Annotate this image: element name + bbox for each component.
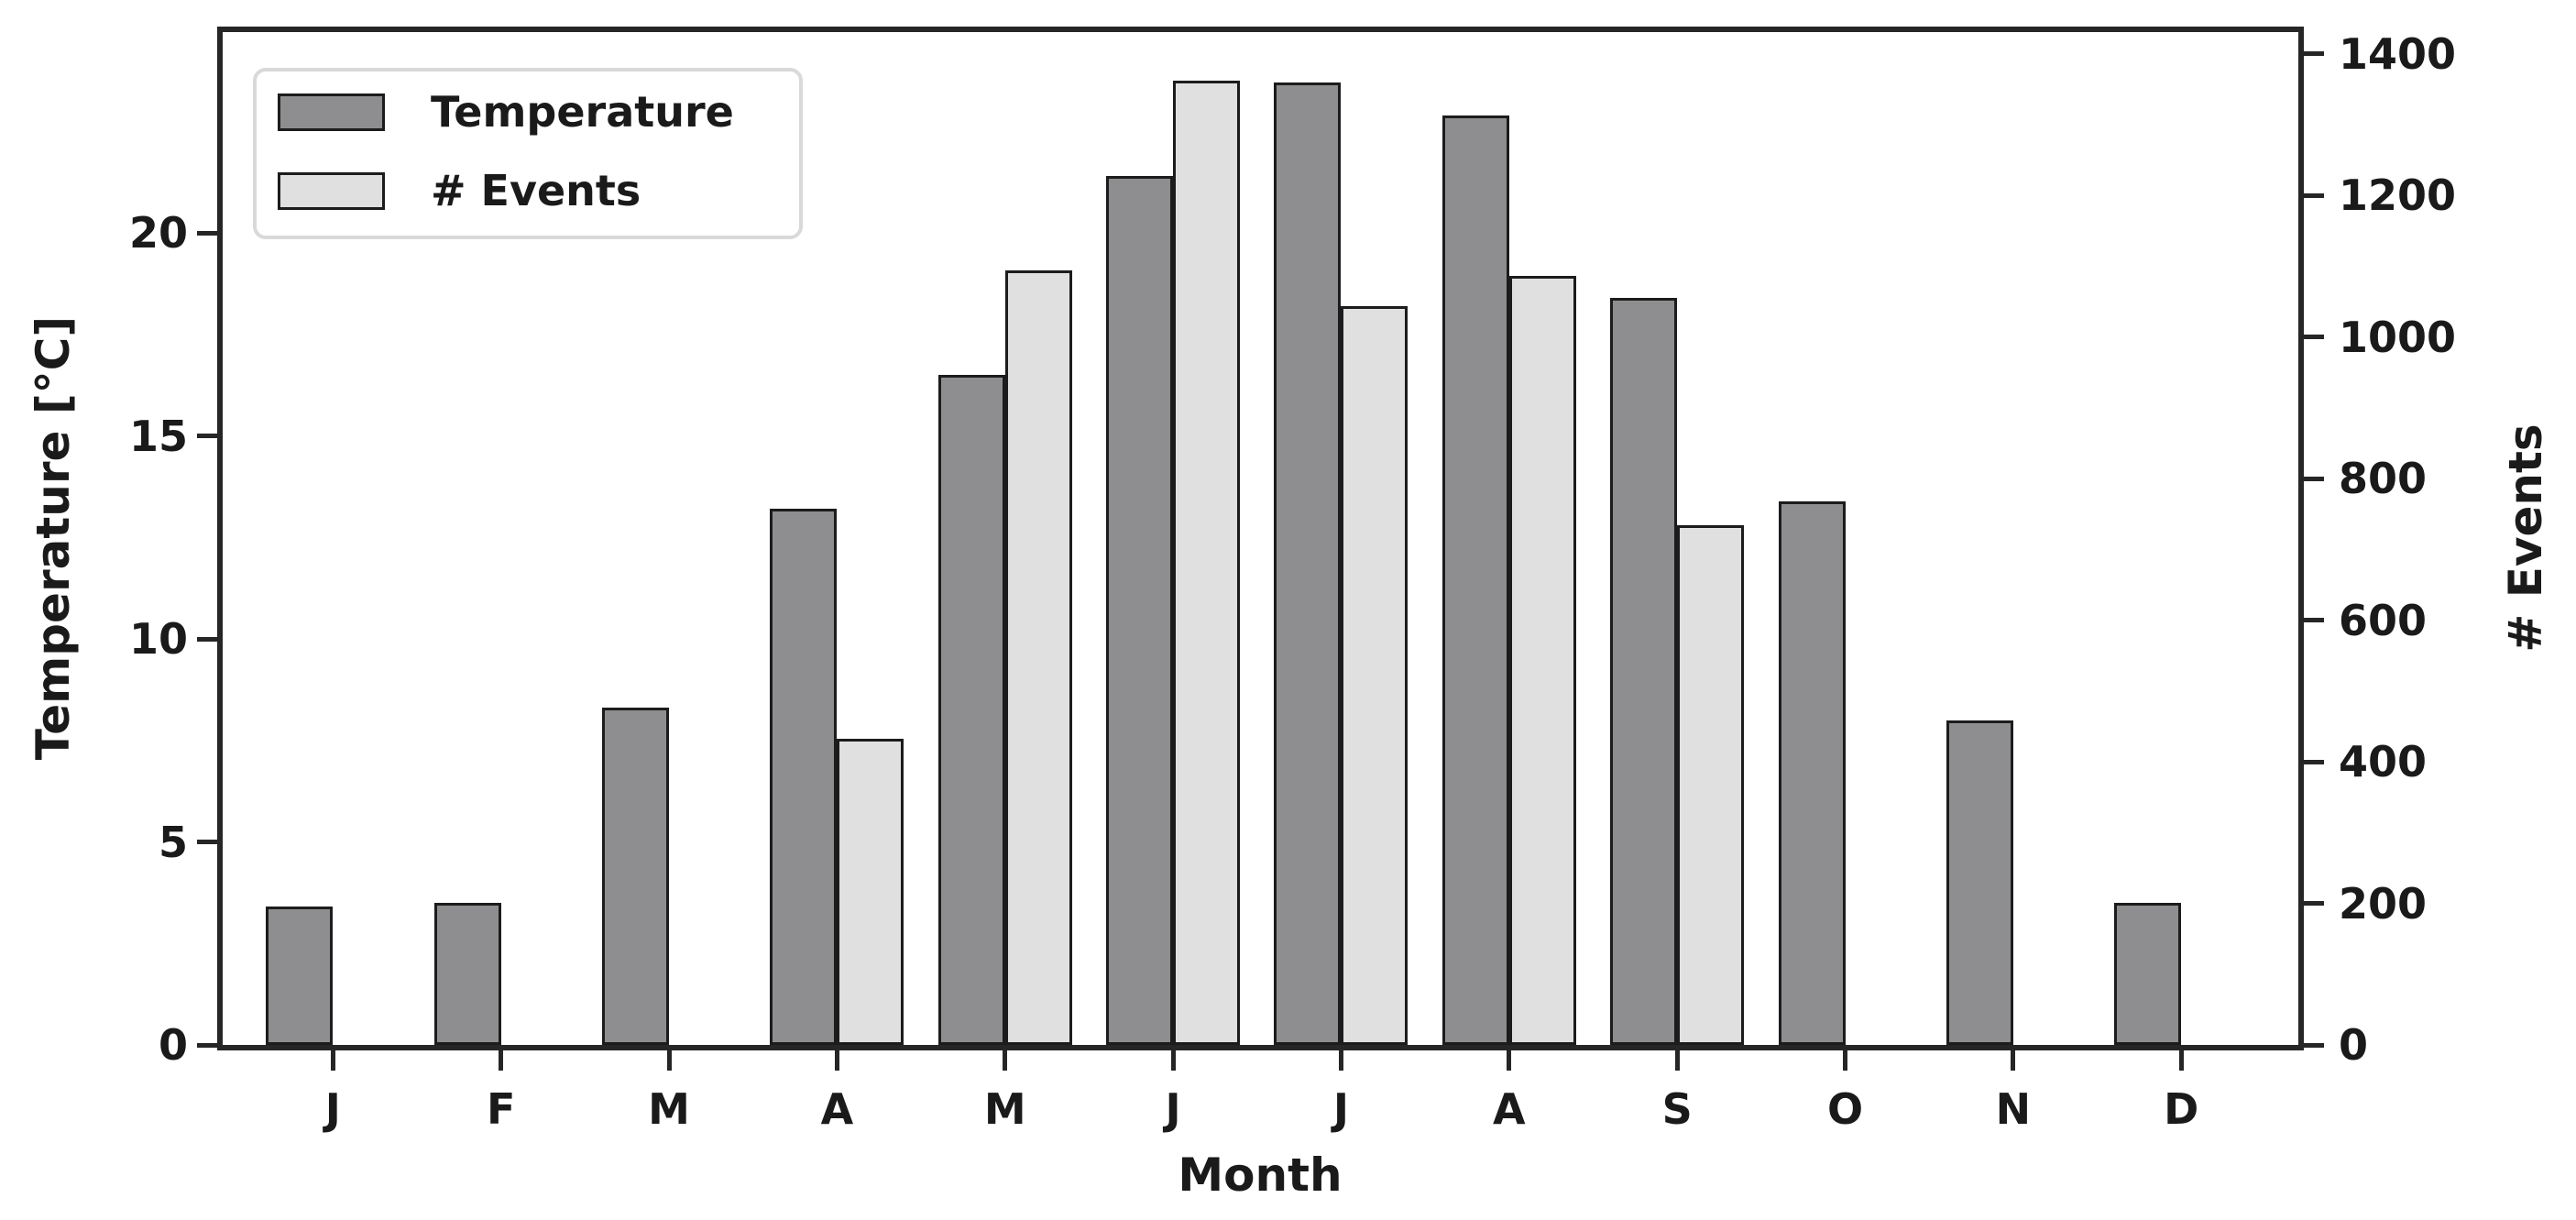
- right-tick-1200: [2304, 192, 2324, 198]
- x-tick-label-3: A: [820, 1084, 854, 1134]
- x-tick-label-4: M: [983, 1084, 1026, 1134]
- right-tick-400: [2304, 759, 2324, 764]
- x-tick-label-5: J: [1165, 1084, 1181, 1134]
- bar-events-5: [1173, 81, 1241, 1045]
- temperature-legend-label: Temperature: [431, 87, 734, 137]
- right-tick-600: [2304, 618, 2324, 623]
- x-tick-label-1: F: [486, 1084, 516, 1134]
- bar-temperature-4: [937, 375, 1005, 1045]
- bar-temperature-11: [2114, 902, 2182, 1045]
- left-tick-label-10: 10: [128, 614, 188, 665]
- x-tick-label-0: J: [324, 1084, 341, 1134]
- legend-row-temperature: Temperature: [278, 87, 734, 137]
- events-legend-swatch-icon: [278, 171, 385, 210]
- x-tick-10: [2011, 1050, 2016, 1071]
- left-axis-label: Temperature [°C]: [27, 315, 80, 761]
- right-tick-0: [2304, 1042, 2324, 1048]
- x-tick-label-11: D: [2164, 1084, 2199, 1134]
- x-tick-label-9: O: [1826, 1084, 1864, 1134]
- left-tick-5: [197, 840, 217, 845]
- bar-events-8: [1677, 525, 1745, 1045]
- legend: Temperature # Events: [253, 68, 803, 239]
- events-legend-label: # Events: [431, 166, 641, 215]
- right-tick-label-1400: 1400: [2339, 28, 2457, 79]
- plot-area: [223, 32, 2298, 1045]
- left-tick-0: [197, 1042, 217, 1048]
- x-tick-4: [1003, 1050, 1008, 1071]
- bar-temperature-3: [770, 509, 838, 1045]
- bar-temperature-5: [1106, 176, 1174, 1045]
- x-tick-label-7: A: [1492, 1084, 1526, 1134]
- left-tick-label-20: 20: [128, 208, 188, 258]
- x-tick-8: [1674, 1050, 1680, 1071]
- bar-temperature-7: [1441, 115, 1509, 1045]
- legend-row-events: # Events: [278, 166, 641, 215]
- right-tick-label-1000: 1000: [2339, 312, 2457, 362]
- right-tick-label-800: 800: [2339, 454, 2428, 504]
- x-tick-label-8: S: [1661, 1084, 1693, 1134]
- x-tick-3: [834, 1050, 839, 1071]
- right-tick-200: [2304, 901, 2324, 907]
- left-tick-15: [197, 434, 217, 439]
- bar-events-6: [1341, 305, 1409, 1045]
- left-tick-label-15: 15: [128, 411, 188, 461]
- x-tick-0: [330, 1050, 335, 1071]
- x-tick-2: [666, 1050, 672, 1071]
- bar-temperature-6: [1274, 82, 1342, 1045]
- bar-events-4: [1004, 270, 1072, 1045]
- plot-frame: [217, 27, 2304, 1050]
- bar-temperature-1: [433, 902, 501, 1045]
- x-axis-label: Month: [1178, 1149, 1343, 1202]
- right-tick-label-1200: 1200: [2339, 170, 2457, 221]
- bar-temperature-8: [1610, 298, 1678, 1045]
- x-tick-6: [1338, 1050, 1343, 1071]
- bar-temperature-0: [266, 907, 334, 1045]
- right-tick-800: [2304, 476, 2324, 481]
- x-tick-9: [1843, 1050, 1847, 1071]
- bar-events-7: [1508, 276, 1576, 1045]
- right-tick-label-400: 400: [2339, 737, 2428, 787]
- x-tick-5: [1170, 1050, 1176, 1071]
- right-tick-label-0: 0: [2339, 1020, 2369, 1070]
- x-tick-1: [499, 1050, 504, 1071]
- temperature-legend-swatch-icon: [278, 93, 385, 131]
- right-tick-label-600: 600: [2339, 595, 2428, 645]
- x-tick-11: [2178, 1050, 2184, 1071]
- bar-temperature-2: [602, 708, 670, 1045]
- x-tick-label-6: J: [1332, 1084, 1349, 1134]
- x-tick-label-2: M: [648, 1084, 690, 1134]
- x-tick-label-10: N: [1995, 1084, 2032, 1134]
- bar-events-3: [837, 738, 904, 1045]
- left-tick-20: [197, 230, 217, 236]
- right-tick-1000: [2304, 335, 2324, 340]
- bar-temperature-10: [1946, 720, 2013, 1045]
- right-tick-label-200: 200: [2339, 878, 2428, 929]
- right-tick-1400: [2304, 51, 2324, 57]
- left-tick-label-0: 0: [158, 1020, 188, 1070]
- x-tick-7: [1507, 1050, 1512, 1071]
- left-tick-10: [197, 636, 217, 642]
- bar-temperature-9: [1778, 500, 1846, 1045]
- left-tick-label-5: 5: [158, 817, 188, 867]
